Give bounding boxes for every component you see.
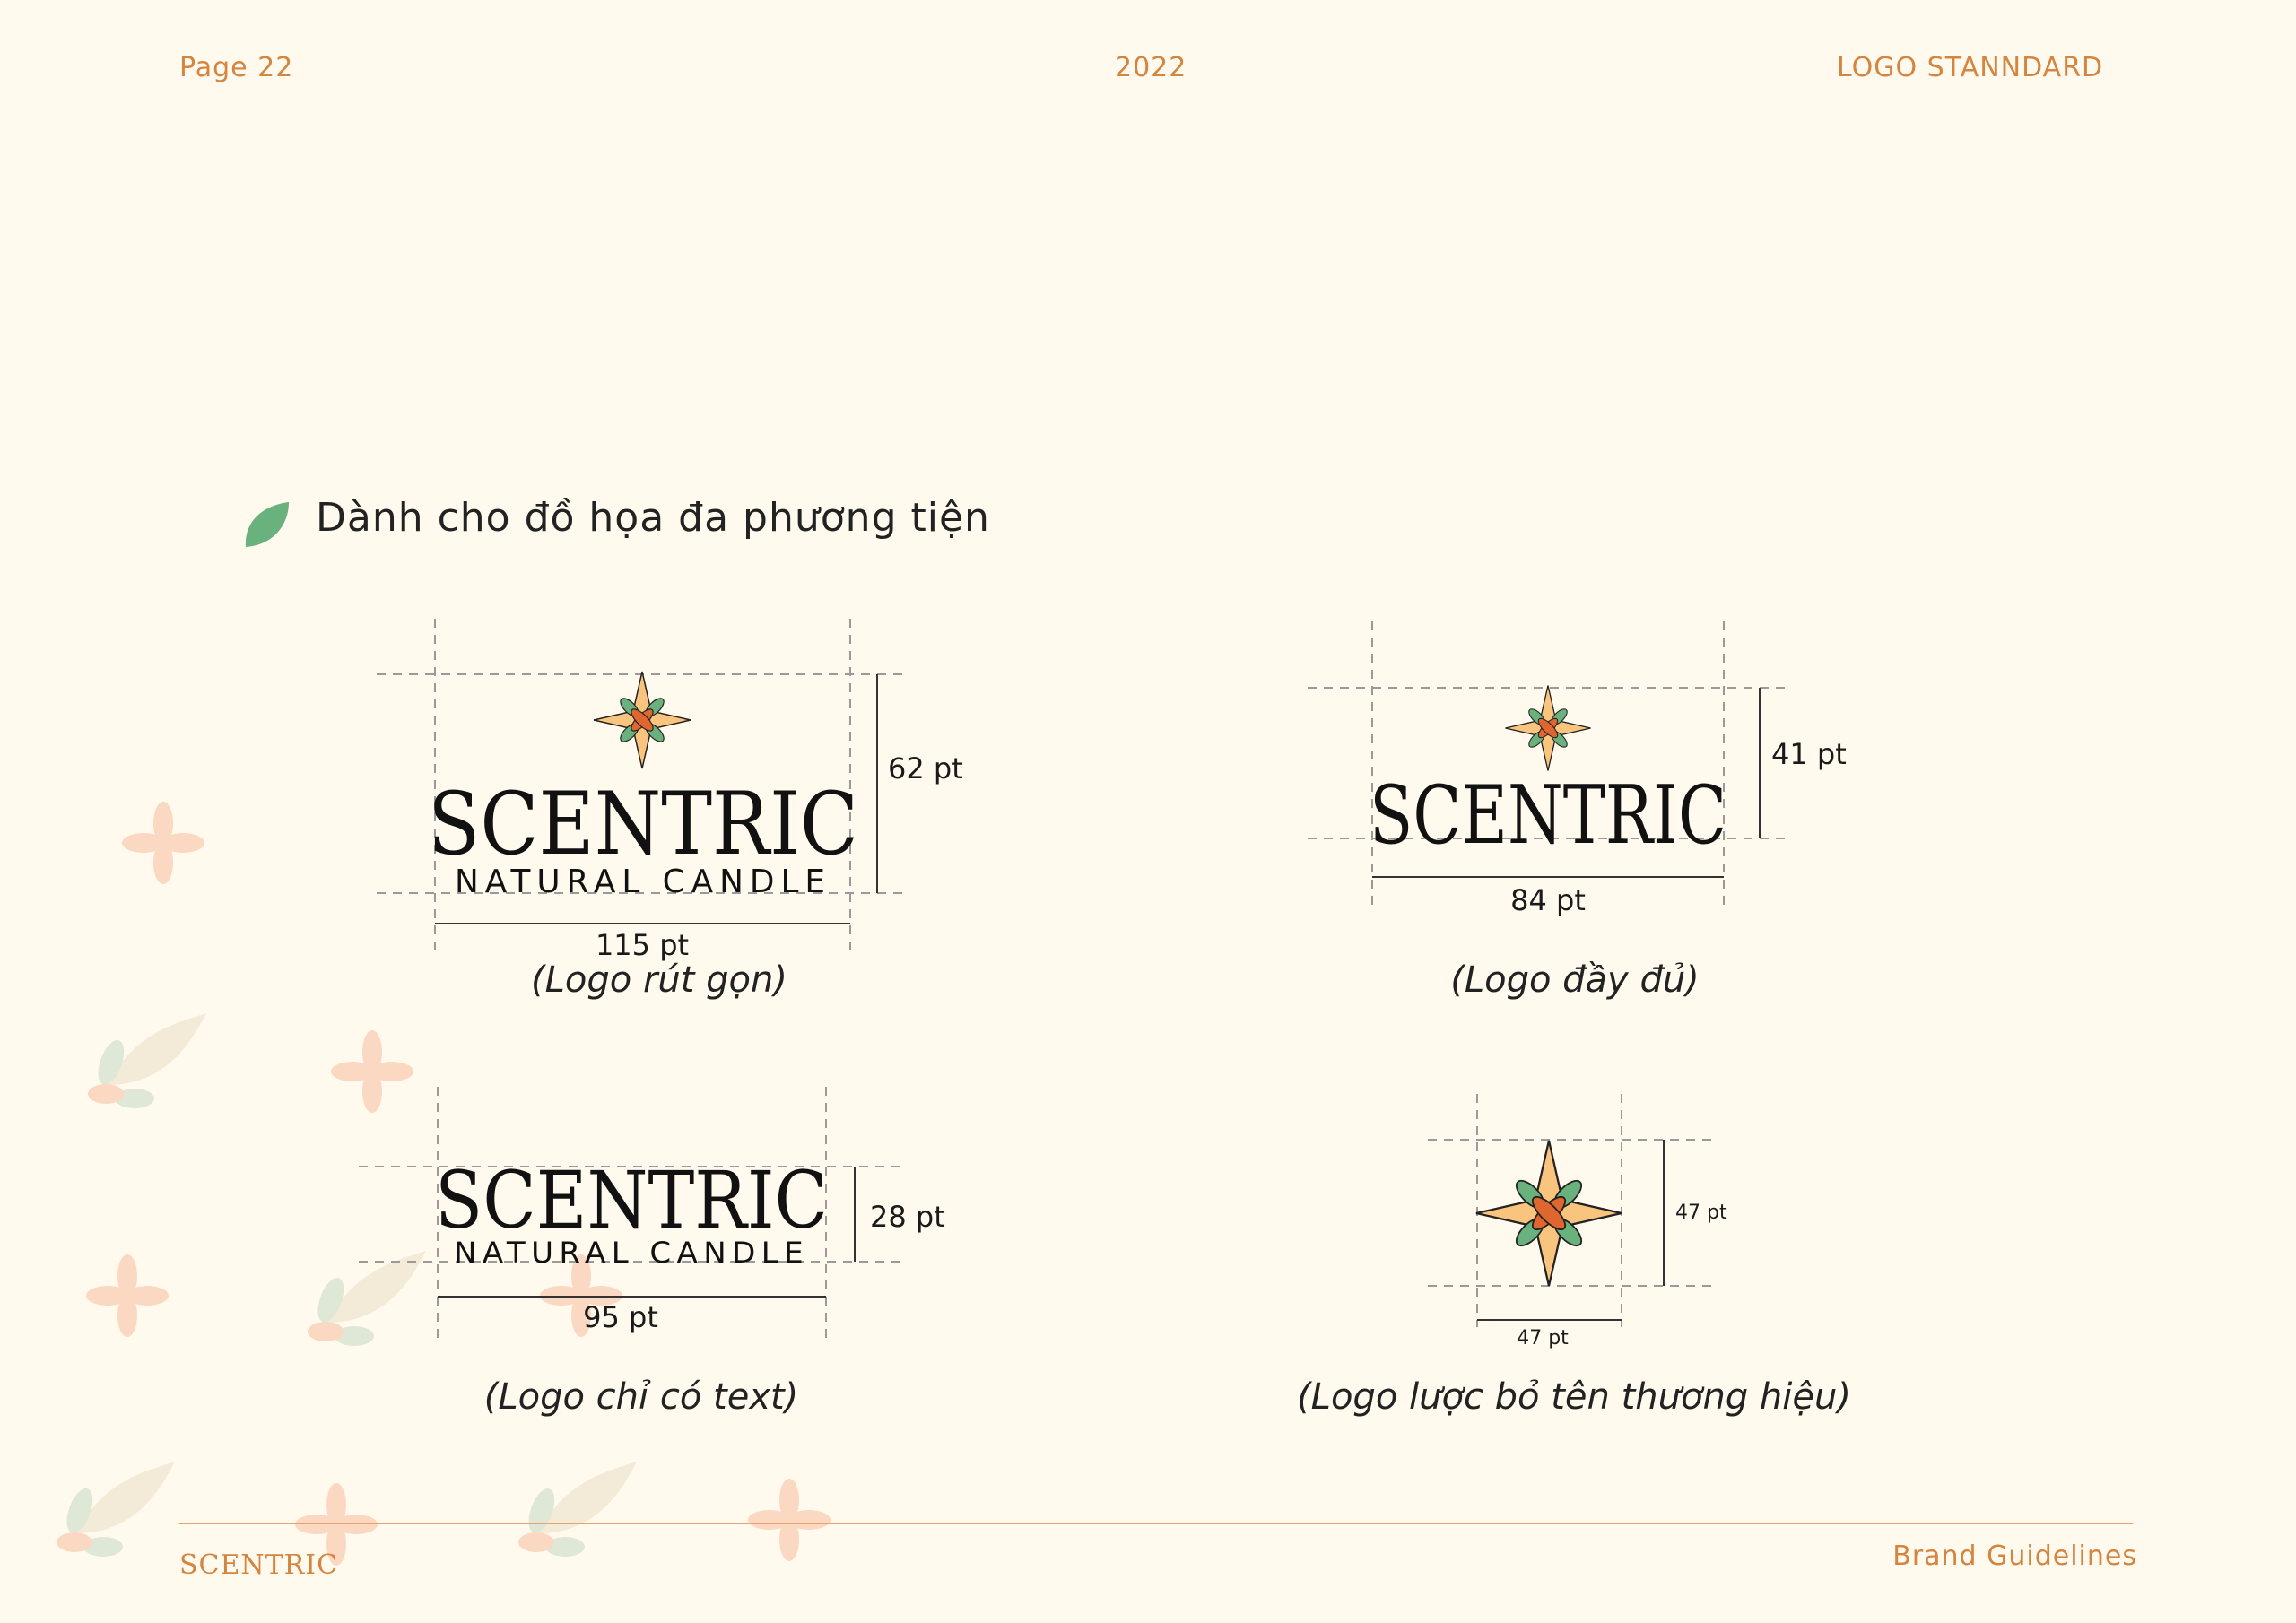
logo-compact-caption: (Logo rút gọn) [531, 959, 787, 1001]
logo-full-width: 84 pt [1510, 883, 1586, 917]
logo-text-only-wordmark: SCENTRIC NATURAL CANDLE [435, 1154, 828, 1269]
logo-full-height: 41 pt [1771, 737, 1847, 771]
footer-brand: SCENTRIC [179, 1549, 339, 1581]
logo-text-only-caption: (Logo chỉ có text) [483, 1376, 799, 1418]
logo-symbol-height: 47 pt [1675, 1202, 1727, 1224]
logo-full-wordmark: SCENTRIC [1370, 768, 1726, 852]
footer-label: Brand Guidelines [1892, 1541, 2137, 1572]
logo-text-only-height: 28 pt [870, 1200, 945, 1234]
footer-divider [179, 1523, 2133, 1524]
tagline-text: NATURAL CANDLE [455, 864, 831, 897]
logo-compact-wordmark: SCENTRIC NATURAL CANDLE [428, 774, 858, 897]
leaf-bullet-icon [245, 502, 289, 547]
wordmark-text: SCENTRIC [435, 1154, 828, 1246]
logo-symbol-caption: (Logo lược bỏ tên thương hiệu) [1297, 1376, 1851, 1418]
logo-full-caption: (Logo đầy đủ) [1450, 959, 1700, 1001]
wordmark-text: SCENTRIC [1370, 768, 1726, 852]
logo-compact-height: 62 pt [888, 751, 963, 785]
page-number: Page 22 [179, 52, 294, 83]
logo-symbol-width: 47 pt [1517, 1327, 1569, 1350]
section-title: Dành cho đồ họa đa phương tiện [316, 495, 990, 541]
wordmark-text: SCENTRIC [428, 774, 858, 874]
tagline-text: NATURAL CANDLE [454, 1236, 809, 1269]
logo-compact-width: 115 pt [595, 928, 690, 962]
year-label: 2022 [1115, 52, 1187, 83]
logo-text-only-width: 95 pt [583, 1300, 658, 1334]
section-label: LOGO STANNDARD [1837, 52, 2104, 83]
